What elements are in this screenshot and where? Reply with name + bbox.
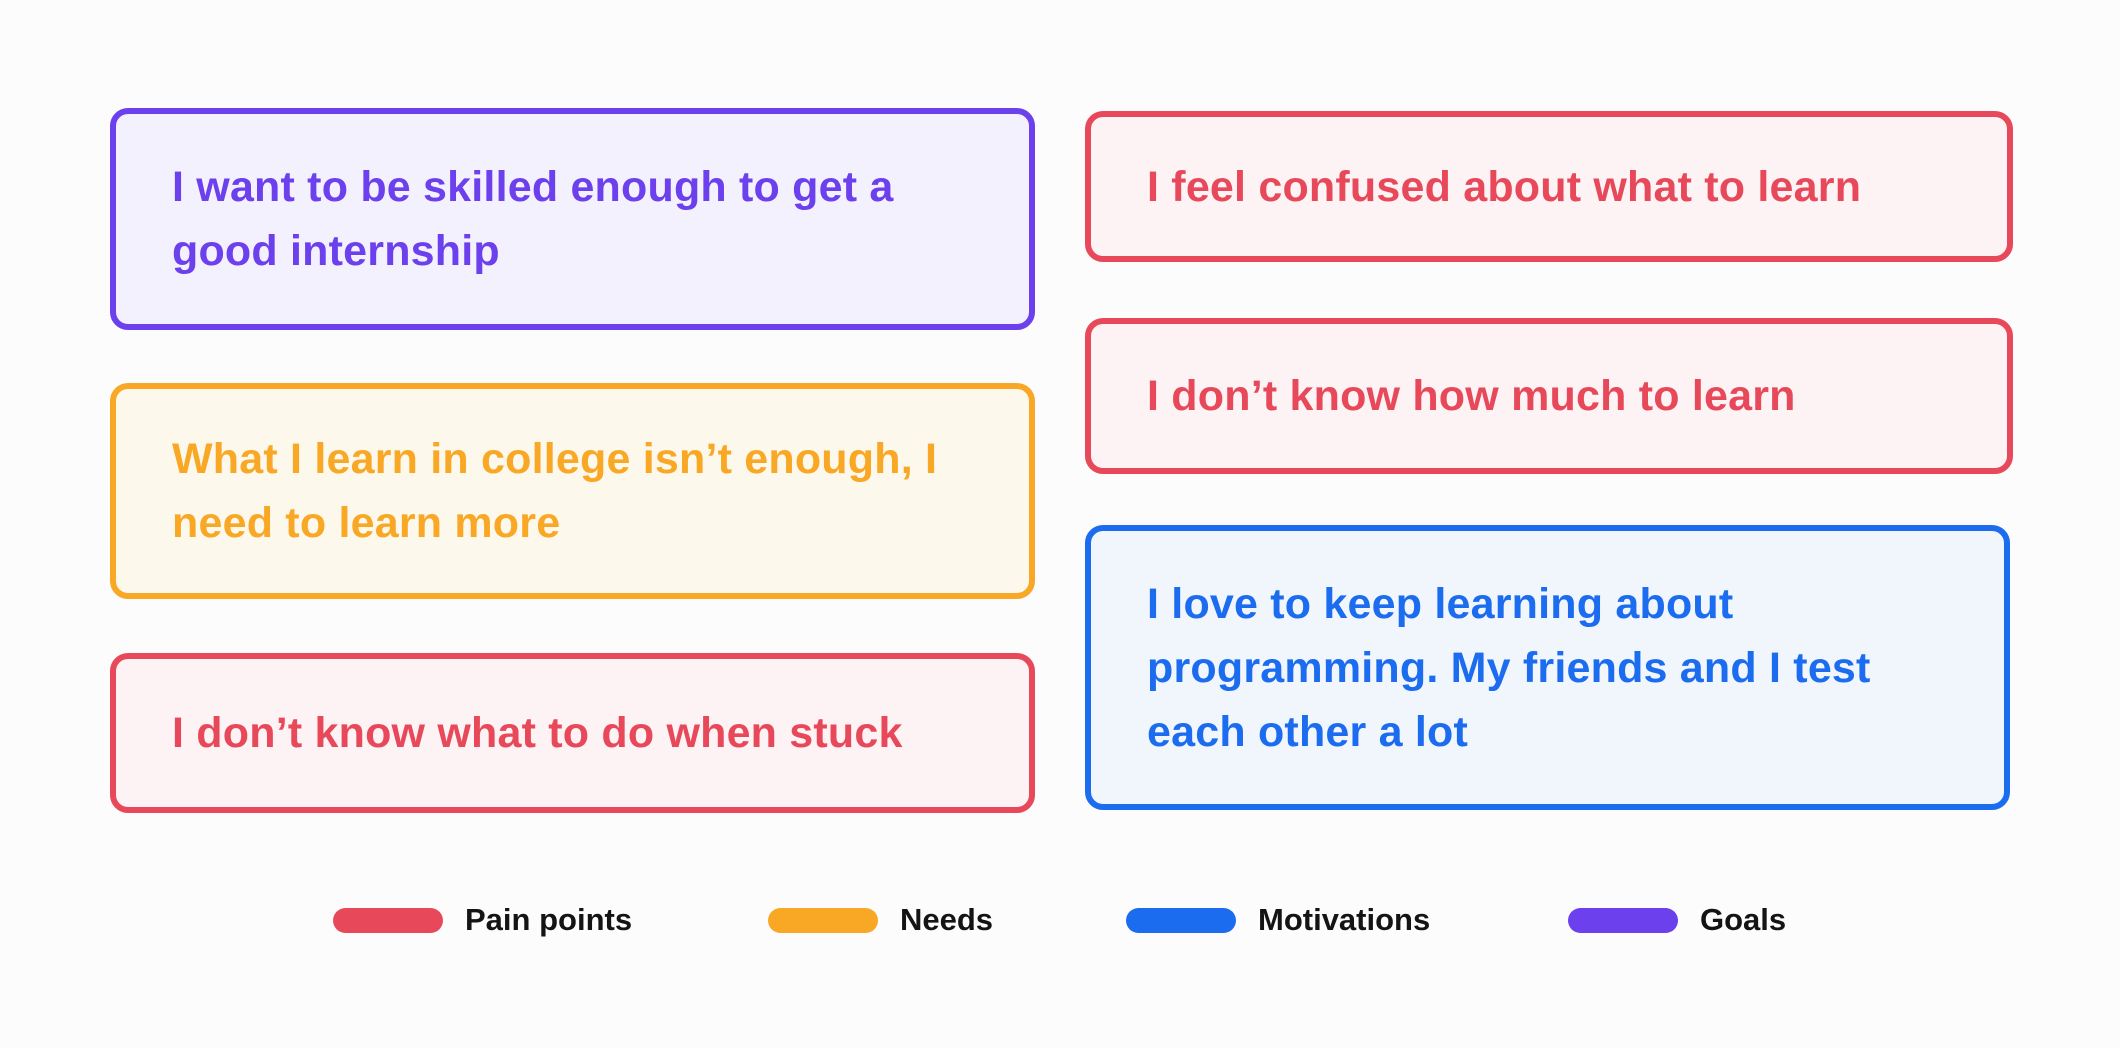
legend: Pain points Needs Motivations Goals (0, 892, 2120, 952)
legend-label-pain-points: Pain points (465, 902, 633, 937)
legend-label-goals: Goals (1700, 902, 1787, 937)
card-motivation-keep-learning[interactable]: I love to keep learning about programmin… (1085, 525, 2010, 810)
card-need-learn-more[interactable]: What I learn in college isn’t enough, I … (110, 383, 1035, 599)
legend-label-needs: Needs (900, 902, 994, 937)
card-pain-confused[interactable]: I feel confused about what to learn (1085, 111, 2013, 262)
legend-item-goals: Goals (1568, 892, 1786, 948)
card-pain-how-much[interactable]: I don’t know how much to learn (1085, 318, 2013, 474)
card-goal-internship[interactable]: I want to be skilled enough to get a goo… (110, 108, 1035, 330)
card-text: I want to be skilled enough to get a goo… (172, 163, 894, 275)
card-pain-stuck[interactable]: I don’t know what to do when stuck (110, 653, 1035, 813)
legend-item-needs: Needs (768, 892, 993, 948)
pain-points-swatch-pill (333, 907, 443, 933)
legend-item-motivations: Motivations (1126, 892, 1430, 948)
needs-swatch-pill (768, 907, 878, 933)
card-text: I don’t know how much to learn (1147, 372, 1796, 420)
card-text: I feel confused about what to learn (1147, 162, 1862, 211)
legend-item-pain-points: Pain points (333, 892, 632, 948)
card-text: I don’t know what to do when stuck (172, 709, 903, 757)
legend-label-motivations: Motivations (1258, 902, 1431, 937)
motivations-swatch-pill (1126, 907, 1236, 933)
card-text: I love to keep learning about programmin… (1147, 579, 1871, 756)
goals-swatch-pill (1568, 907, 1678, 933)
card-text: What I learn in college isn’t enough, I … (172, 435, 938, 547)
